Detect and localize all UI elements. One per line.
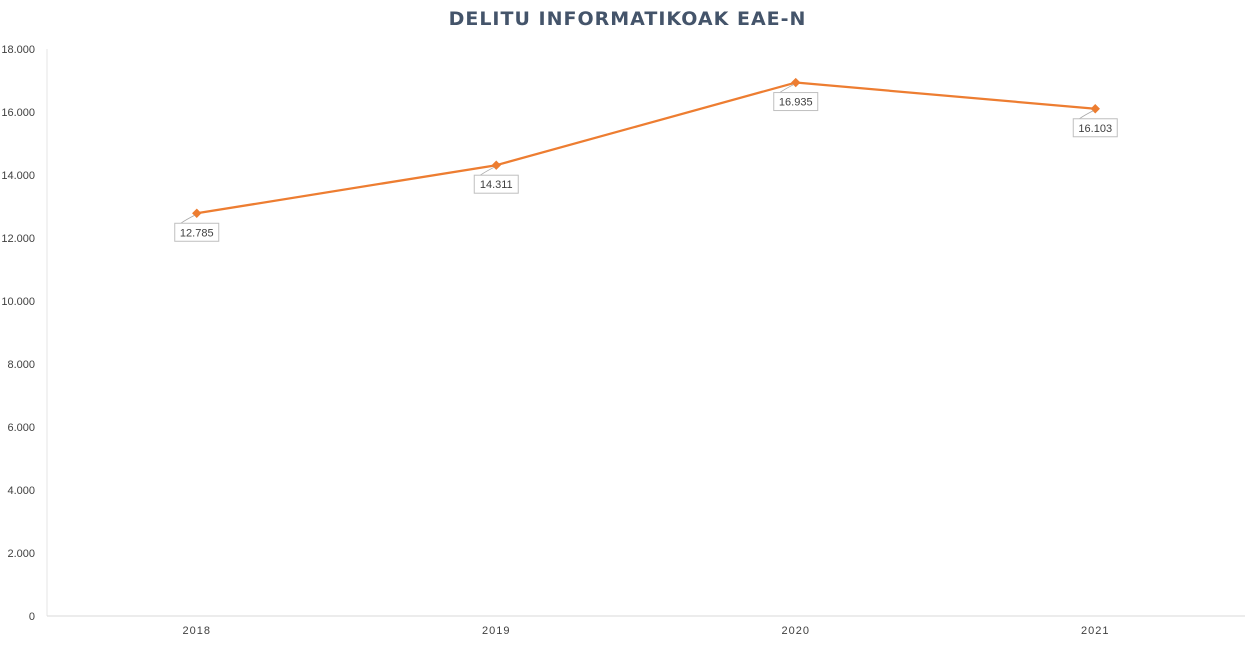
data-label-leader [180,214,195,224]
x-tick-label: 2020 [782,625,810,637]
data-label: 16.103 [1078,123,1112,135]
y-tick-label: 16.000 [1,107,35,119]
data-label-box [1072,118,1118,138]
data-label-box [473,174,519,194]
y-tick-label: 2.000 [7,548,35,560]
y-tick-label: 18.000 [1,44,35,56]
data-label: 16.935 [779,97,813,109]
x-tick-label: 2021 [1081,625,1109,637]
data-label-box [174,222,220,242]
data-label-leader [779,84,794,93]
data-label-leader [480,166,495,176]
data-label-box [773,92,819,112]
y-tick-label: 8.000 [7,359,35,371]
y-tick-label: 0 [29,611,35,623]
data-label: 14.311 [480,179,513,191]
x-tick-label: 2019 [482,625,510,637]
data-label: 12.785 [180,227,214,239]
y-tick-label: 4.000 [7,485,35,497]
series-line [196,81,1096,215]
data-label-leader [1079,110,1094,120]
y-tick-label: 14.000 [1,170,35,182]
y-tick-label: 12.000 [1,233,35,245]
x-tick-label: 2018 [183,625,211,637]
chart-title: DELITU INFORMATIKOAK EAE-N [448,8,807,30]
y-tick-label: 6.000 [7,422,35,434]
y-tick-label: 10.000 [1,296,35,308]
